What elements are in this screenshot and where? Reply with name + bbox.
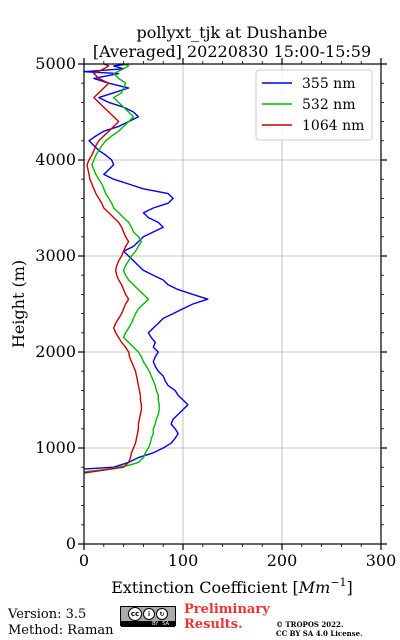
axis-ticks [78, 58, 387, 550]
x-tick-label: 200 [267, 551, 298, 570]
x-tick-label: 300 [366, 551, 397, 570]
chart-title-line2: [Averaged] 20220830 15:00-15:59 [93, 42, 371, 61]
plot-area [83, 63, 209, 474]
y-tick-label: 2000 [35, 342, 76, 361]
preliminary-notice: Preliminary Results. [184, 602, 270, 632]
series-line-355-nm [83, 63, 209, 470]
plot-frame [83, 63, 382, 545]
cc-icons: cc i ↻ [128, 607, 168, 621]
legend: 355 nm 532 nm 1064 nm [255, 69, 373, 141]
series-line-1064-nm [83, 63, 143, 474]
cc-license-badge: cc i ↻ BY SA [120, 606, 176, 627]
x-tick-label: 100 [168, 551, 199, 570]
y-axis-label: Height (m) [9, 260, 28, 348]
legend-box [255, 69, 373, 141]
x-axis-label: Extinction Coefficient [Mm−1] [111, 576, 353, 597]
cc-by-icon: i [143, 608, 155, 620]
cc-label-strip: BY SA [121, 621, 175, 627]
x-axis-label-exponent: −1 [330, 576, 346, 589]
y-tick-label: 1000 [35, 438, 76, 457]
series-line-532-nm [83, 63, 160, 473]
copyright-line2: CC BY SA 4.0 License. [276, 629, 363, 638]
preliminary-line2: Results. [184, 617, 243, 632]
x-axis-label-unit: Mm [298, 578, 331, 597]
cc-icon: cc [128, 607, 142, 621]
method-text: Method: Raman [8, 623, 114, 638]
extinction-profile-chart: pollyxt_tjk at Dushanbe [Averaged] 20220… [9, 23, 396, 597]
footer-info: Version: 3.5 Method: Raman [8, 607, 114, 639]
legend-label: 532 nm [302, 97, 355, 113]
copyright-notice: © TROPOS 2022. CC BY SA 4.0 License. [276, 620, 363, 638]
legend-label: 1064 nm [302, 118, 364, 134]
copyright-line1: © TROPOS 2022. [276, 620, 344, 629]
x-tick-label: 0 [79, 551, 89, 570]
y-tick-label: 5000 [35, 54, 76, 73]
preliminary-line1: Preliminary [184, 602, 270, 617]
y-tick-label: 4000 [35, 150, 76, 169]
chart-title-line1: pollyxt_tjk at Dushanbe [136, 23, 327, 42]
version-text: Version: 3.5 [8, 607, 87, 622]
x-axis-label-text: Extinction Coefficient [ [111, 578, 299, 597]
x-axis-label-close: ] [347, 578, 353, 597]
y-tick-label: 0 [66, 534, 76, 553]
y-tick-label: 3000 [35, 246, 76, 265]
cc-sa-icon: ↻ [156, 608, 168, 620]
legend-label: 355 nm [302, 76, 355, 92]
cc-by-label: BY [152, 621, 159, 627]
cc-sa-label: SA [162, 621, 169, 627]
